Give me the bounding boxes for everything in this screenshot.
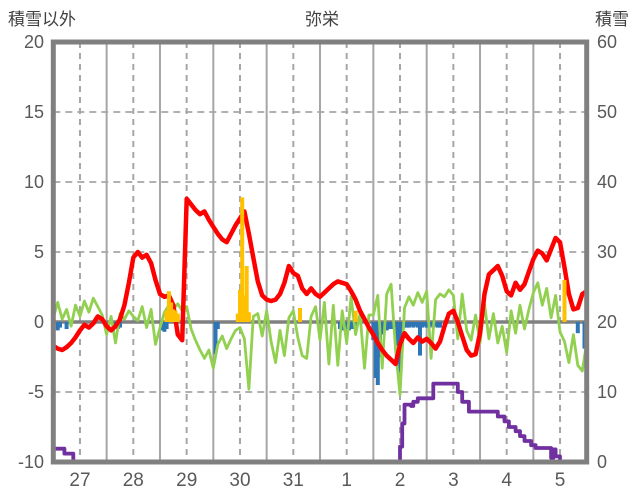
right-axis-title: 積雪 bbox=[595, 10, 629, 29]
yellow-bars-bar bbox=[353, 310, 358, 322]
blue-bars-bar bbox=[380, 322, 385, 335]
yellow-bars-bar bbox=[235, 313, 240, 322]
left-tick-label: 15 bbox=[24, 102, 44, 122]
yellow-bars-bar bbox=[242, 295, 247, 322]
blue-bars-bar bbox=[420, 322, 425, 328]
blue-bars-bar bbox=[435, 322, 440, 328]
green-line bbox=[51, 281, 589, 397]
yellow-bars-bar bbox=[175, 313, 180, 322]
blue-bars-bar bbox=[349, 322, 354, 329]
x-tick-label: 28 bbox=[123, 470, 144, 491]
x-tick-label: 5 bbox=[555, 470, 566, 491]
yellow-bars-bar bbox=[173, 310, 178, 322]
blue-bars-bar bbox=[215, 322, 220, 329]
blue-bars-bar bbox=[411, 322, 416, 328]
yellow-bars-bar bbox=[240, 197, 245, 322]
blue-bars-bar bbox=[373, 322, 378, 378]
left-tick-label: -5 bbox=[28, 382, 44, 402]
left-tick-label: 0 bbox=[34, 312, 44, 332]
blue-bars-bar bbox=[415, 322, 420, 328]
yellow-bars-bar bbox=[246, 312, 251, 322]
data-series bbox=[51, 196, 589, 464]
x-tick-label: 3 bbox=[448, 470, 459, 491]
blue-bars-bar bbox=[406, 322, 411, 328]
yellow-bars-bar bbox=[238, 289, 242, 322]
yellow-bars-bar bbox=[166, 291, 171, 322]
x-tick-label: 1 bbox=[341, 470, 352, 491]
plot-border bbox=[50, 39, 590, 465]
blue-bars-bar bbox=[389, 322, 394, 329]
x-tick-label: 30 bbox=[229, 470, 250, 491]
blue-bars-bar bbox=[409, 322, 414, 327]
x-tick-label: 29 bbox=[176, 470, 197, 491]
blue-bars-bar bbox=[433, 322, 438, 327]
blue-bars-bar bbox=[424, 322, 429, 328]
x-tick-label: 31 bbox=[283, 470, 304, 491]
yellow-bars bbox=[164, 197, 567, 322]
blue-bars-bar bbox=[55, 322, 60, 331]
right-tick-label: 0 bbox=[597, 452, 607, 472]
blue-bars-bar bbox=[438, 322, 442, 328]
x-tick-label: 2 bbox=[395, 470, 406, 491]
blue-bars-bar bbox=[404, 322, 409, 328]
chart-title: 弥栄 bbox=[305, 10, 339, 29]
blue-bars-bar bbox=[386, 322, 391, 329]
blue-bars-bar bbox=[413, 322, 418, 327]
right-tick-label: 20 bbox=[597, 312, 617, 332]
gridlines bbox=[53, 42, 587, 462]
right-tick-label: 30 bbox=[597, 242, 617, 262]
yellow-bars-bar bbox=[298, 308, 302, 322]
yellow-bars-bar bbox=[171, 309, 176, 322]
blue-bars-bar bbox=[118, 322, 122, 328]
x-tick-label: 4 bbox=[501, 470, 512, 491]
blue-bars-bar bbox=[344, 322, 349, 329]
left-tick-label: 10 bbox=[24, 172, 44, 192]
yellow-bars-bar bbox=[169, 302, 174, 322]
red-line bbox=[51, 196, 589, 367]
blue-bars-bar bbox=[375, 322, 380, 385]
blue-bars-bar bbox=[384, 322, 389, 331]
right-tick-label: 40 bbox=[597, 172, 617, 192]
blue-bars-bar bbox=[429, 322, 434, 327]
left-axis-title: 積雪以外 bbox=[8, 10, 76, 29]
blue-bars-bar bbox=[164, 322, 169, 329]
blue-bars-bar bbox=[575, 322, 580, 334]
yellow-bars-bar bbox=[244, 266, 249, 322]
right-tick-label: 60 bbox=[597, 32, 617, 52]
blue-bars-bar bbox=[213, 322, 218, 355]
blue-bars-bar bbox=[64, 322, 69, 329]
blue-bars-bar bbox=[58, 322, 62, 328]
blue-bars-bar bbox=[162, 322, 167, 332]
blue-bars-bar bbox=[422, 322, 427, 327]
right-tick-label: 50 bbox=[597, 102, 617, 122]
yellow-bars-bar bbox=[562, 280, 567, 322]
yellow-bars-bar bbox=[164, 310, 169, 322]
purple-step-line bbox=[53, 381, 587, 464]
left-tick-label: 5 bbox=[34, 242, 44, 262]
right-tick-label: 10 bbox=[597, 382, 617, 402]
blue-bars-bar bbox=[395, 322, 400, 346]
left-tick-label: 20 bbox=[24, 32, 44, 52]
left-tick-label: -10 bbox=[18, 452, 44, 472]
x-tick-label: 27 bbox=[69, 470, 90, 491]
blue-bars-bar bbox=[160, 322, 165, 331]
